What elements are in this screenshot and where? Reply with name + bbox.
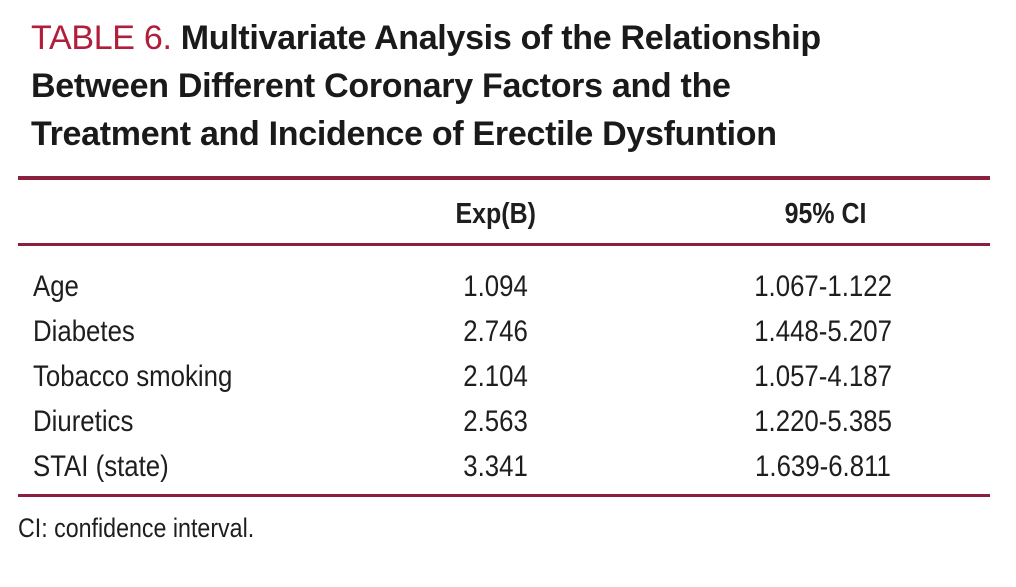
factor-label: STAI (state) (33, 450, 169, 483)
table-header-rule (18, 243, 990, 246)
factor-cell: STAI (state) (33, 444, 191, 489)
caption-line-3: Treatment and Incidence of Erectile Dysf… (31, 115, 777, 153)
column-header-exp-b: Exp(B) (396, 196, 596, 232)
factor-cell: Diabetes (33, 309, 151, 354)
exp-b-value: 2.104 (463, 360, 529, 393)
ci-cell: 1.057-4.187 (673, 354, 973, 399)
factor-label: Diabetes (33, 315, 135, 348)
ci-cell: 1.220-5.385 (673, 399, 973, 444)
table-bottom-rule (18, 494, 990, 497)
exp-b-cell: 3.341 (396, 444, 596, 489)
factor-cell: Diuretics (33, 399, 150, 444)
ci-cell: 1.639-6.811 (673, 444, 973, 489)
table-row: Diabetes 2.746 1.448-5.207 (0, 309, 1016, 354)
factor-label: Diuretics (33, 405, 134, 438)
column-header-95-ci: 95% CI (676, 196, 976, 232)
factor-cell: Age (33, 264, 86, 309)
table-caption: TABLE 6. Multivariate Analysis of the Re… (31, 14, 971, 158)
exp-b-value: 2.746 (463, 315, 529, 348)
column-header-exp-b-label: Exp(B) (455, 198, 537, 230)
caption-line-1: TABLE 6. Multivariate Analysis of the Re… (31, 14, 971, 62)
table-row: Diuretics 2.563 1.220-5.385 (0, 399, 1016, 444)
exp-b-value: 3.341 (463, 450, 529, 483)
factor-label: Age (33, 270, 79, 303)
table-footnote: CI: confidence interval. (18, 509, 293, 547)
factor-cell: Tobacco smoking (33, 354, 265, 399)
exp-b-cell: 1.094 (396, 264, 596, 309)
table-row: Age 1.094 1.067-1.122 (0, 264, 1016, 309)
table-top-rule (18, 176, 990, 180)
ci-value: 1.448-5.207 (754, 315, 892, 348)
exp-b-value: 1.094 (463, 270, 529, 303)
exp-b-cell: 2.746 (396, 309, 596, 354)
footnote-text: CI: confidence interval. (18, 513, 255, 543)
ci-value: 1.067-1.122 (754, 270, 892, 303)
table-row: STAI (state) 3.341 1.639-6.811 (0, 444, 1016, 489)
exp-b-value: 2.563 (463, 405, 529, 438)
ci-cell: 1.067-1.122 (673, 264, 973, 309)
caption-line-2: Between Different Coronary Factors and t… (31, 67, 731, 105)
ci-value: 1.220-5.385 (754, 405, 892, 438)
ci-value: 1.639-6.811 (755, 450, 891, 483)
column-header-95-ci-label: 95% CI (785, 198, 867, 230)
factor-label: Tobacco smoking (33, 360, 233, 393)
exp-b-cell: 2.104 (396, 354, 596, 399)
caption-title-part-1: Multivariate Analysis of the Relationshi… (180, 19, 821, 57)
table-number-label: TABLE 6. (31, 19, 172, 57)
table-row: Tobacco smoking 2.104 1.057-4.187 (0, 354, 1016, 399)
ci-value: 1.057-4.187 (754, 360, 892, 393)
exp-b-cell: 2.563 (396, 399, 596, 444)
ci-cell: 1.448-5.207 (673, 309, 973, 354)
